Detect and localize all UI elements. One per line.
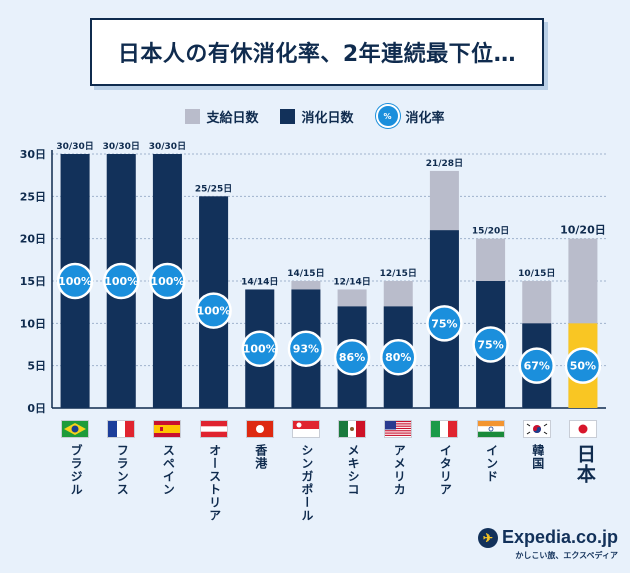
bar-value-label: 12/14日 [333,276,370,287]
legend-item-rate: % 消化率 [375,104,445,128]
rate-label: 100% [58,275,92,288]
rate-circle [426,305,463,342]
brand-name: Expedia.co.jp [501,527,618,547]
bar-value-label: 30/30日 [56,141,93,152]
rate-label: 75% [477,339,503,352]
legend-swatch-used [280,108,296,124]
y-tick-label: 20日 [20,233,46,246]
bar-value-label: 30/30日 [149,141,186,152]
rate-circle [472,326,509,363]
category-label: アメリカ [392,444,407,496]
rate-label: 86% [339,351,365,364]
rate-label: 50% [570,360,596,373]
category-label: オーストリア [207,444,222,522]
rate-circle [56,262,94,300]
legend: 支給日数 消化日数 % 消化率 [0,104,630,128]
japan-flag-icon [568,420,597,438]
mexico-flag-icon [338,420,367,438]
rate-circle [333,338,371,376]
legend-label-granted: 支給日数 [206,110,259,126]
bar-value-label: 10/20日 [560,224,606,237]
category-label: イタリア [438,444,453,496]
brand-tagline: かしこい旅、エクスペディア [515,551,618,560]
france-flag-icon [107,420,136,438]
legend-item-used: 消化日数 [280,107,354,126]
category-label: メキシコ [346,444,361,496]
rate-circle [103,262,140,300]
rate-label: 100% [150,275,184,288]
category-label: 日本 [573,444,596,484]
y-tick-label: 15日 [20,275,46,288]
category-label: 香港 [253,444,268,470]
rate-label: 67% [524,360,550,373]
bar-value-label: 12/15日 [380,268,417,279]
bar-value-label: 14/15日 [287,268,324,279]
rate-label: 100% [197,305,231,318]
austria-flag-icon [199,420,228,438]
legend-swatch-granted [185,108,201,124]
legend-label-rate: 消化率 [405,110,445,126]
bar-value-label: 15/20日 [472,226,509,237]
rate-circle [564,347,602,384]
spain-flag-icon [153,420,182,438]
legend-item-granted: 支給日数 [185,107,258,126]
rate-circle [518,347,555,384]
rate-circle [241,330,278,367]
category-label: フランス [115,444,130,496]
rate-circle [380,338,417,376]
hong-kong-flag-icon [245,420,274,438]
legend-label-used: 消化日数 [301,110,354,126]
plane-icon: ✈ [477,527,498,548]
legend-rate-circle-icon: % [375,104,400,128]
y-tick-label: 0日 [27,402,46,415]
category-label: インド [484,444,499,483]
title-box: 日本人の有休消化率、2年連続最下位… [90,18,544,86]
rate-circle [195,292,232,329]
chart-title: 日本人の有休消化率、2年連続最下位… [117,42,517,67]
brand: ✈ Expedia.co.jp かしこい旅、エクスペディア [477,527,618,561]
rate-label: 100% [104,275,138,288]
italy-flag-icon [430,420,459,438]
bar-value-label: 10/15日 [518,268,555,279]
category-label: スペイン [161,444,176,496]
korea-flag-icon [522,420,551,438]
usa-flag-icon [384,420,413,438]
y-tick-label: 30日 [20,148,46,161]
category-label: 韓国 [530,444,545,470]
brand-logo: ✈ Expedia.co.jp [477,527,618,548]
y-tick-label: 10日 [20,317,46,330]
india-flag-icon [476,420,505,438]
singapore-flag-icon [291,420,320,438]
rate-label: 75% [431,317,457,330]
bar-value-label: 21/28日 [426,158,463,169]
rate-label: 80% [385,351,411,364]
rate-circle [287,330,325,367]
y-tick-label: 5日 [27,360,46,373]
bar-value-label: 14/14日 [241,276,278,287]
rate-label: 93% [293,343,319,356]
brazil-flag-icon [61,420,90,438]
category-label: シンガポール [299,444,314,522]
bar-value-label: 25/25日 [195,183,232,194]
rate-label: 100% [243,343,277,356]
rate-circle [149,262,186,300]
y-tick-label: 25日 [20,190,46,203]
category-label: ブラジル [69,444,84,496]
bar-value-label: 30/30日 [103,141,140,152]
